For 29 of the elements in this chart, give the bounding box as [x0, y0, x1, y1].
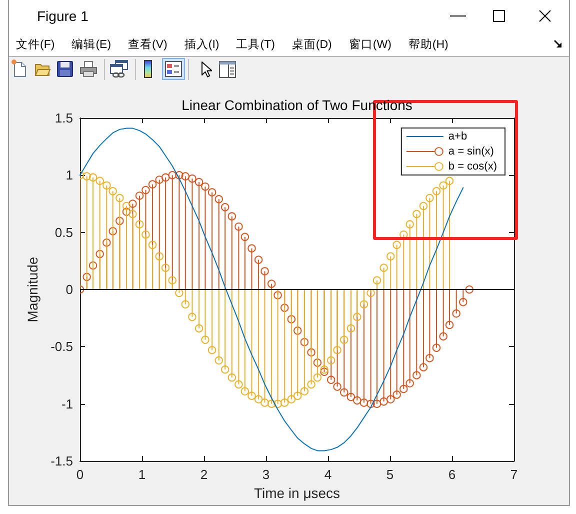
- x-tick-label: 7: [510, 467, 518, 482]
- text: 工具(T): [236, 38, 275, 52]
- x-tick-label: 5: [386, 467, 394, 482]
- text: 编辑(E): [72, 38, 112, 52]
- legend-label: a+b: [448, 130, 468, 142]
- y-tick-label: -1.5: [50, 454, 73, 468]
- text: 桌面(D): [292, 38, 332, 52]
- x-tick-label: 3: [262, 467, 270, 482]
- y-tick-label: 0: [66, 282, 73, 297]
- text: 帮助(H): [408, 38, 448, 52]
- y-tick-label: -0.5: [50, 339, 73, 354]
- text: 查看(V): [128, 38, 168, 52]
- x-tick-label: 6: [448, 467, 456, 482]
- x-tick-label: 2: [200, 467, 208, 482]
- legend-label: a = sin(x): [448, 146, 494, 158]
- y-tick-label: -1: [61, 396, 73, 412]
- x-tick-label: 4: [324, 467, 332, 482]
- x-tick-label: 0: [76, 467, 84, 482]
- y-tick-label: 1: [66, 168, 73, 183]
- text: 插入(I): [184, 38, 220, 52]
- y-tick-label: 0.5: [54, 224, 73, 240]
- y-axis-title: Magnitude: [24, 256, 41, 322]
- text: 窗口(W): [348, 37, 392, 52]
- text: 文件(F): [16, 38, 55, 52]
- legend-label: b = cos(x): [448, 160, 498, 172]
- y-tick-label: 1.5: [54, 110, 73, 126]
- x-axis-title: Time in μsecs: [254, 485, 340, 501]
- caption: Figure 1: [37, 8, 88, 24]
- x-tick-label: 1: [138, 467, 146, 482]
